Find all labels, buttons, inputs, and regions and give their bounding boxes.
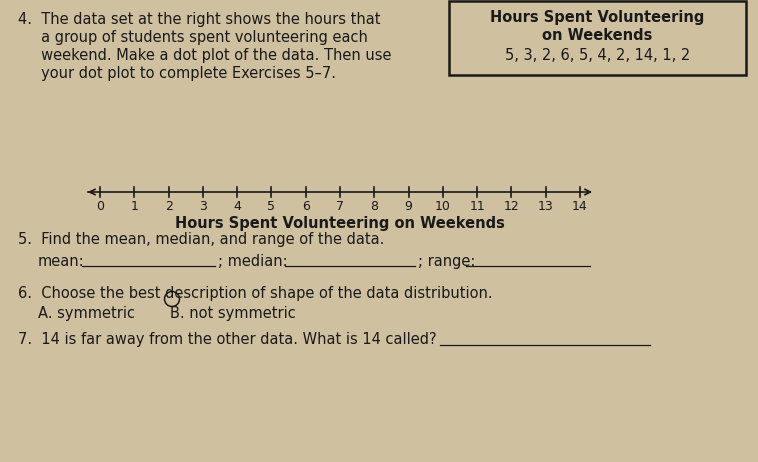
Text: 7.  14 is far away from the other data. What is 14 called?: 7. 14 is far away from the other data. W… bbox=[18, 332, 437, 347]
Text: weekend. Make a dot plot of the data. Then use: weekend. Make a dot plot of the data. Th… bbox=[18, 48, 391, 63]
Text: A. symmetric: A. symmetric bbox=[38, 306, 135, 321]
Text: your dot plot to complete Exercises 5–7.: your dot plot to complete Exercises 5–7. bbox=[18, 66, 336, 81]
Text: 6.  Choose the best description of shape of the data distribution.: 6. Choose the best description of shape … bbox=[18, 286, 493, 301]
Text: ; median:: ; median: bbox=[218, 254, 287, 269]
Text: ; range:: ; range: bbox=[418, 254, 475, 269]
Text: 11: 11 bbox=[469, 200, 485, 213]
Text: 7: 7 bbox=[336, 200, 344, 213]
Text: B. not symmetric: B. not symmetric bbox=[170, 306, 296, 321]
Text: 13: 13 bbox=[538, 200, 553, 213]
Text: a group of students spent volunteering each: a group of students spent volunteering e… bbox=[18, 30, 368, 45]
Text: 12: 12 bbox=[503, 200, 519, 213]
Text: Hours Spent Volunteering on Weekends: Hours Spent Volunteering on Weekends bbox=[175, 216, 505, 231]
Text: 4: 4 bbox=[233, 200, 241, 213]
Text: mean:: mean: bbox=[38, 254, 85, 269]
Text: 5.  Find the mean, median, and range of the data.: 5. Find the mean, median, and range of t… bbox=[18, 232, 384, 247]
Text: Hours Spent Volunteering: Hours Spent Volunteering bbox=[490, 10, 705, 25]
Text: 14: 14 bbox=[572, 200, 588, 213]
Text: 9: 9 bbox=[405, 200, 412, 213]
Text: 5, 3, 2, 6, 5, 4, 2, 14, 1, 2: 5, 3, 2, 6, 5, 4, 2, 14, 1, 2 bbox=[505, 48, 690, 63]
Text: 2: 2 bbox=[164, 200, 173, 213]
Text: 4.  The data set at the right shows the hours that: 4. The data set at the right shows the h… bbox=[18, 12, 381, 27]
Text: 5: 5 bbox=[268, 200, 275, 213]
FancyBboxPatch shape bbox=[449, 1, 746, 75]
Text: 6: 6 bbox=[302, 200, 310, 213]
Text: 3: 3 bbox=[199, 200, 207, 213]
Text: 0: 0 bbox=[96, 200, 104, 213]
Text: 8: 8 bbox=[371, 200, 378, 213]
Text: 10: 10 bbox=[435, 200, 451, 213]
Text: 1: 1 bbox=[130, 200, 138, 213]
Text: on Weekends: on Weekends bbox=[542, 28, 653, 43]
